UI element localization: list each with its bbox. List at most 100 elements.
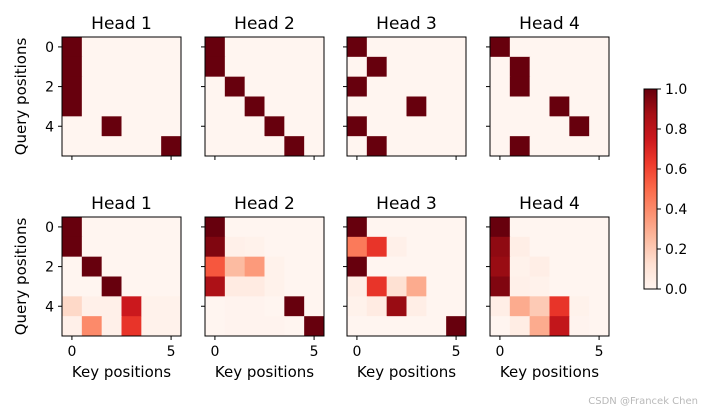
panel-1-0-cell-3-2 bbox=[101, 276, 122, 297]
panel-1-2-cell-4-2 bbox=[386, 296, 407, 317]
panel-0-2-cell-0-4 bbox=[426, 37, 447, 58]
panel-0-3-cell-3-3 bbox=[549, 96, 570, 117]
panel-1-3-cell-2-0 bbox=[490, 256, 511, 277]
panel-0-0-cell-5-2 bbox=[101, 136, 122, 157]
panel-1-3-cell-5-4 bbox=[569, 316, 590, 337]
panel-1-1-cell-2-3 bbox=[264, 256, 285, 277]
panel-0-0-cell-4-3 bbox=[121, 116, 142, 137]
panel-1-1-cell-5-3 bbox=[264, 316, 285, 337]
panel-0-3-cell-3-4 bbox=[569, 96, 590, 117]
panel-0-2-cell-1-0 bbox=[347, 56, 368, 78]
panel-0-0-cell-0-4 bbox=[141, 37, 162, 58]
panel-0-1-cell-3-4 bbox=[284, 96, 305, 117]
panel-1-0-cell-3-5 bbox=[161, 276, 182, 297]
panel-0-2-cell-1-5 bbox=[446, 56, 467, 78]
panel-0-2-cell-4-1 bbox=[366, 116, 388, 137]
panel-0-1-cell-1-2 bbox=[244, 56, 265, 78]
panel-1-3-x-tick-label-5: 5 bbox=[595, 344, 604, 360]
panel-0-1-cell-5-0 bbox=[205, 136, 226, 157]
panel-1-2-cell-5-1 bbox=[366, 316, 388, 337]
panel-1-1-cell-0-1 bbox=[224, 217, 246, 238]
panel-1-2-cell-2-1 bbox=[366, 256, 388, 277]
colorbar-tick-label-0.0: 0.0 bbox=[665, 282, 687, 298]
panel-1-0-cell-4-0 bbox=[62, 296, 83, 317]
panel-0-0-cell-5-3 bbox=[121, 136, 142, 157]
panel-0-3-cell-5-0 bbox=[490, 136, 511, 157]
panel-0-2-cell-3-1 bbox=[366, 96, 388, 117]
panel-1-0-cell-1-3 bbox=[121, 236, 142, 258]
panel-1-0-xlabel: Key positions bbox=[72, 363, 171, 381]
panel-1-3-cell-0-2 bbox=[529, 217, 550, 238]
panel-1-2-cell-2-3 bbox=[406, 256, 427, 277]
panel-1-0-y-tick-label-2: 2 bbox=[45, 260, 54, 276]
panel-1-0-cell-3-4 bbox=[141, 276, 162, 297]
panel-0-3-cell-2-3 bbox=[549, 76, 570, 97]
panel-0-2-cell-4-5 bbox=[446, 116, 467, 137]
panel-1-1-cell-3-4 bbox=[284, 276, 305, 297]
panel-0-3-cell-0-2 bbox=[529, 37, 550, 58]
panel-1-3-cell-4-3 bbox=[549, 296, 570, 317]
panel-0-2-cell-4-3 bbox=[406, 116, 427, 137]
panel-0-3-cell-1-3 bbox=[549, 56, 570, 78]
panel-1-0-cell-2-1 bbox=[81, 256, 103, 277]
panel-0-0-cell-1-3 bbox=[121, 56, 142, 78]
panel-0-3-cell-0-3 bbox=[549, 37, 570, 58]
panel-1-2-cell-3-0 bbox=[347, 276, 368, 297]
panel-0-0-cell-2-2 bbox=[101, 76, 122, 97]
panel-0-3-cell-1-2 bbox=[529, 56, 550, 78]
panel-1-1-x-tick-label-0: 0 bbox=[210, 344, 219, 360]
panel-0-2-cell-4-2 bbox=[386, 116, 407, 137]
panel-0-0-cell-1-4 bbox=[141, 56, 162, 78]
panel-1-3-cell-0-5 bbox=[589, 217, 610, 238]
panel-0-1-cell-2-4 bbox=[284, 76, 305, 97]
panel-0-3-cell-2-4 bbox=[569, 76, 590, 97]
colorbar-tick-label-0.8: 0.8 bbox=[665, 122, 687, 138]
panel-0-3-cell-4-4 bbox=[569, 116, 590, 137]
panel-0-2-cell-0-5 bbox=[446, 37, 467, 58]
panel-0-1-cell-3-5 bbox=[304, 96, 325, 117]
panel-1-2-cell-0-5 bbox=[446, 217, 467, 238]
panel-1-3-cell-3-1 bbox=[509, 276, 531, 297]
panel-0-1-title: Head 2 bbox=[234, 14, 295, 34]
panel-0-1-cell-2-3 bbox=[264, 76, 285, 97]
panel-1-0-cell-5-3 bbox=[121, 316, 142, 337]
panel-0-0-cell-2-0 bbox=[62, 76, 83, 97]
panel-0-2-cell-2-3 bbox=[406, 76, 427, 97]
panel-1-1-cell-2-1 bbox=[224, 256, 246, 277]
panel-1-2-x-tick-label-0: 0 bbox=[352, 344, 361, 360]
panel-0-2-cell-1-4 bbox=[426, 56, 447, 78]
panel-1-2-cell-1-5 bbox=[446, 236, 467, 258]
watermark: CSDN @Francek Chen bbox=[588, 396, 698, 407]
panel-0-3-cell-3-1 bbox=[509, 96, 531, 117]
panel-1-1-frame bbox=[204, 216, 325, 337]
panel-0-1-cell-0-0 bbox=[205, 37, 226, 58]
panel-0-3-cell-2-5 bbox=[589, 76, 610, 97]
colorbar bbox=[643, 88, 658, 290]
panel-0-3-cell-1-1 bbox=[509, 56, 531, 78]
panel-0-1-cell-5-1 bbox=[224, 136, 246, 157]
panel-0-1-cell-0-5 bbox=[304, 37, 325, 58]
panel-1-0-x-tick-label-0: 0 bbox=[67, 344, 76, 360]
panel-0-2-cell-0-3 bbox=[406, 37, 427, 58]
panel-1-1-cell-5-1 bbox=[224, 316, 246, 337]
panel-0-0-cell-3-3 bbox=[121, 96, 142, 117]
panel-0-1-cell-2-0 bbox=[205, 76, 226, 97]
panel-1-2-cell-0-2 bbox=[386, 217, 407, 238]
panel-1-2-cell-3-3 bbox=[406, 276, 427, 297]
panel-1-2-cell-5-2 bbox=[386, 316, 407, 337]
panel-1-3-cell-4-2 bbox=[529, 296, 550, 317]
panel-0-1-cell-4-0 bbox=[205, 116, 226, 137]
panel-0-0-cell-3-1 bbox=[81, 96, 103, 117]
panel-0-2-cell-3-3 bbox=[406, 96, 427, 117]
panel-0-0-cell-3-0 bbox=[62, 96, 83, 117]
panel-1-0-cell-2-4 bbox=[141, 256, 162, 277]
panel-0-1-cell-4-3 bbox=[264, 116, 285, 137]
panel-0-2-cell-5-2 bbox=[386, 136, 407, 157]
panel-0-0-cell-2-3 bbox=[121, 76, 142, 97]
panel-0-0-cell-0-1 bbox=[81, 37, 103, 58]
panel-1-1-cell-2-0 bbox=[205, 256, 226, 277]
panel-0-3-cell-4-5 bbox=[589, 116, 610, 137]
panel-0-2-title: Head 3 bbox=[376, 14, 437, 34]
panel-1-0-cell-4-5 bbox=[161, 296, 182, 317]
panel-0-0-y-tick-label-0: 0 bbox=[45, 40, 54, 56]
